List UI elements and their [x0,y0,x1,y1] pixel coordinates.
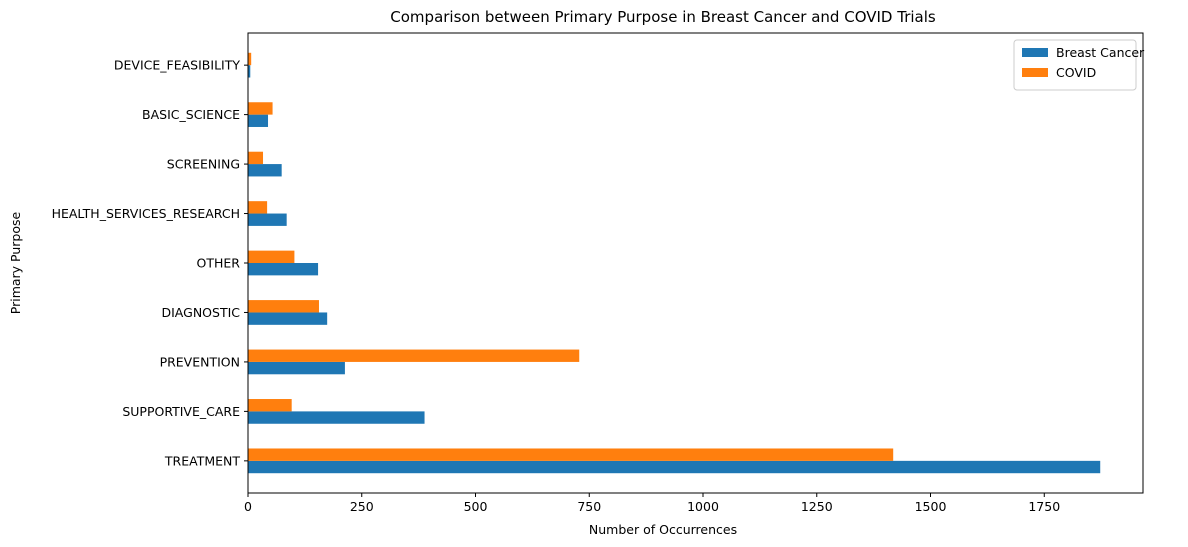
bar-supportive-care-covid [248,399,292,412]
bar-other-covid [248,250,295,263]
x-tick-label: 0 [244,499,252,514]
bar-basic-science-breast-cancer [248,114,269,127]
y-axis-label: Primary Purpose [8,211,23,314]
bar-diagnostic-covid [248,300,319,313]
legend-swatch-breast-cancer [1022,48,1048,57]
bar-treatment-breast-cancer [248,460,1101,474]
bar-device-feasibility-breast-cancer [248,65,251,78]
y-tick-label: DEVICE_FEASIBILITY [114,58,240,73]
legend-label-covid: COVID [1056,65,1096,80]
x-tick-label: 1750 [1028,499,1060,514]
bar-other-breast-cancer [248,263,319,276]
bar-prevention-breast-cancer [248,361,345,375]
axes-group: TREATMENT SUPPORTIVE_CARE PREVENTION DIAGNO… [52,32,1144,514]
bar-health-services-research-breast-cancer [248,213,287,226]
x-tick-label: 250 [350,499,374,514]
y-tick-label: PREVENTION [160,354,240,369]
bar-screening-breast-cancer [248,164,282,177]
y-tick-label: SCREENING [167,157,240,172]
bar-diagnostic-breast-cancer [248,312,328,325]
y-tick-label: DIAGNOSTIC [161,305,240,320]
chart-title: Comparison between Primary Purpose in Br… [390,8,936,26]
bar-supportive-care-breast-cancer [248,411,425,424]
x-axis-label: Number of Occurrences [589,522,737,537]
y-tick-label: BASIC_SCIENCE [142,107,240,122]
legend-swatch-covid [1022,68,1048,77]
bar-device-feasibility-covid [248,52,252,66]
x-tick-label: 1500 [915,499,947,514]
bars-group [248,52,1101,474]
bar-treatment-covid [248,448,894,461]
plot-frame [247,32,1144,494]
bar-basic-science-covid [248,102,273,115]
y-tick-label: HEALTH_SERVICES_RESEARCH [52,206,240,221]
bar-screening-covid [248,151,264,165]
y-tick-label: TREATMENT [164,453,240,468]
x-tick-label: 750 [577,499,601,514]
x-tick-label: 500 [464,499,488,514]
x-tick-label: 1250 [801,499,833,514]
bar-prevention-covid [248,349,580,362]
y-tick-label: SUPPORTIVE_CARE [122,404,240,419]
legend-label-breast-cancer: Breast Cancer [1056,45,1145,60]
x-tick-label: 1000 [687,499,719,514]
legend: Breast Cancer COVID [1013,39,1145,91]
bar-health-services-research-covid [248,201,268,214]
y-tick-label: OTHER [197,256,241,271]
